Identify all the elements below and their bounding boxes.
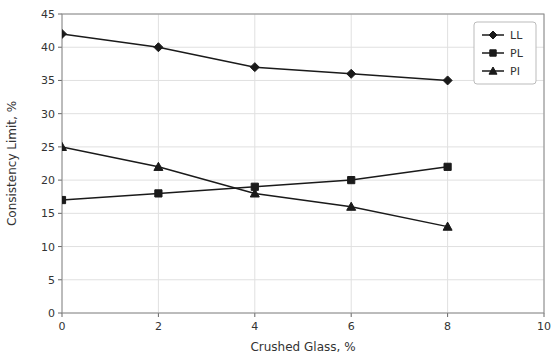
y-tick-label: 45 [41, 8, 55, 21]
plot-frame [62, 14, 544, 313]
y-grid-line [62, 213, 544, 214]
point-marker [347, 202, 356, 210]
series [62, 142, 452, 230]
y-grid-line [62, 80, 544, 81]
y-tick-label: 15 [41, 207, 55, 220]
point-marker [347, 69, 356, 78]
y-tick-label: 35 [41, 74, 55, 87]
point-marker [348, 177, 355, 184]
point-marker [444, 163, 451, 170]
y-tick-label: 30 [41, 108, 55, 121]
series-line [62, 34, 448, 81]
y-tick [58, 47, 62, 48]
y-tick [58, 113, 62, 114]
axes: 0 2 4 6 8 10 0 5 10 15 20 25 30 35 40 45 [41, 8, 551, 333]
legend-label: PL [510, 47, 524, 60]
y-tick-label: 25 [41, 141, 55, 154]
y-grid-line [62, 180, 544, 181]
x-tick [62, 313, 63, 317]
point-marker [155, 190, 162, 197]
plot-background [62, 14, 544, 313]
chart-svg: 0 2 4 6 8 10 0 5 10 15 20 25 30 35 40 45 Crushed Glass, … [0, 0, 560, 361]
x-tick-label: 4 [251, 320, 258, 333]
y-tick [58, 213, 62, 214]
y-axis-label: Consistency Limit, % [5, 101, 19, 226]
y-grid-line [62, 279, 544, 280]
x-axis-label: Crushed Glass, % [250, 340, 355, 354]
y-tick [58, 14, 62, 15]
series-line [62, 167, 448, 200]
series [62, 29, 452, 85]
x-tick [351, 313, 352, 317]
y-tick [58, 279, 62, 280]
legend-label: LL [510, 29, 523, 42]
point-marker [62, 29, 67, 38]
y-tick [58, 146, 62, 147]
point-marker [443, 222, 452, 230]
x-grid-line [351, 14, 352, 313]
series-line [62, 147, 448, 227]
legend-marker [490, 50, 496, 56]
legend: LL PL PI [474, 22, 536, 84]
legend-marker [489, 67, 497, 74]
y-tick-label: 0 [48, 307, 55, 320]
point-marker [154, 43, 163, 52]
x-tick-label: 2 [155, 320, 162, 333]
y-tick [58, 180, 62, 181]
legend-box [474, 22, 536, 84]
x-grid-line [254, 14, 255, 313]
y-tick-label: 10 [41, 241, 55, 254]
data-area [62, 29, 452, 230]
legend-label: PI [510, 65, 520, 78]
x-tick [158, 313, 159, 317]
legend-marker [489, 31, 497, 39]
chart-container: 0 2 4 6 8 10 0 5 10 15 20 25 30 35 40 45 Crushed Glass, … [0, 0, 560, 361]
y-grid-line [62, 246, 544, 247]
x-tick-label: 6 [348, 320, 355, 333]
x-tick-label: 0 [59, 320, 66, 333]
point-marker [154, 162, 163, 170]
y-grid-line [62, 146, 544, 147]
y-tick [58, 313, 62, 314]
series [62, 163, 451, 203]
point-marker [250, 189, 259, 197]
y-grid-line [62, 47, 544, 48]
y-grid-line [62, 113, 544, 114]
x-tick-label: 8 [444, 320, 451, 333]
y-tick-label: 5 [48, 274, 55, 287]
x-tick [447, 313, 448, 317]
x-tick [254, 313, 255, 317]
point-marker [62, 142, 67, 150]
y-tick [58, 246, 62, 247]
y-tick-label: 20 [41, 174, 55, 187]
x-tick [544, 313, 545, 317]
point-marker [250, 63, 259, 72]
point-marker [62, 196, 66, 203]
grid [62, 14, 544, 313]
y-tick [58, 80, 62, 81]
y-tick-label: 40 [41, 41, 55, 54]
point-marker [443, 76, 452, 85]
x-tick-label: 10 [537, 320, 551, 333]
